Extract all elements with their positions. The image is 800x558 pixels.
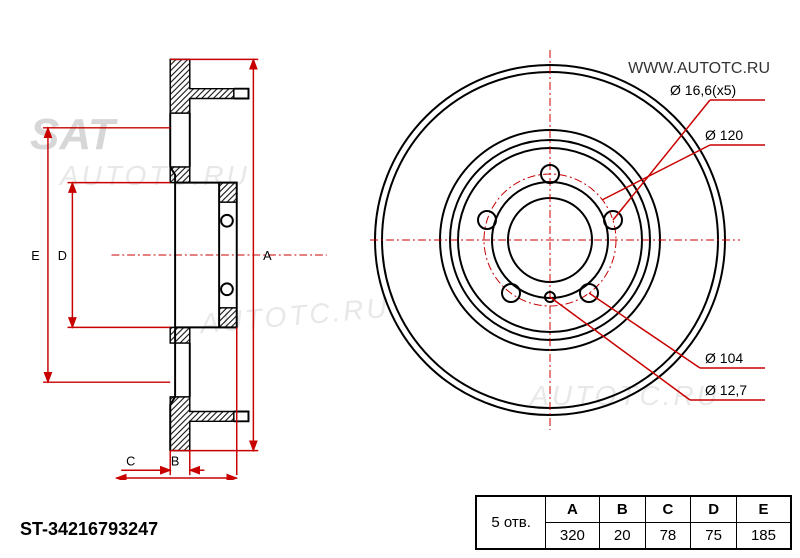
col-A: A [545,497,599,523]
svg-text:Ø 16,6(x5): Ø 16,6(x5) [670,82,736,98]
svg-text:A: A [263,248,272,263]
part-number: ST-34216793247 [20,519,158,540]
svg-text:Ø 104: Ø 104 [705,350,743,366]
table-row-header: 5 отв. [477,497,546,549]
col-C: C [645,497,691,523]
val-D: 75 [691,523,737,549]
side-view-drawing: A E D B C [20,30,340,480]
svg-text:D: D [58,248,67,263]
dimension-table: 5 отв. A B C D E 320 20 78 75 185 [475,495,792,550]
front-view-drawing: Ø 16,6(x5) Ø 120 Ø 104 Ø 12,7 [370,40,770,440]
svg-text:E: E [31,248,39,263]
col-D: D [691,497,737,523]
val-B: 20 [599,523,645,549]
col-B: B [599,497,645,523]
val-C: 78 [645,523,691,549]
svg-text:B: B [171,453,179,468]
val-A: 320 [545,523,599,549]
col-E: E [736,497,790,523]
svg-text:C: C [126,453,135,468]
svg-text:Ø 120: Ø 120 [705,127,743,143]
svg-text:Ø 12,7: Ø 12,7 [705,382,747,398]
val-E: 185 [736,523,790,549]
